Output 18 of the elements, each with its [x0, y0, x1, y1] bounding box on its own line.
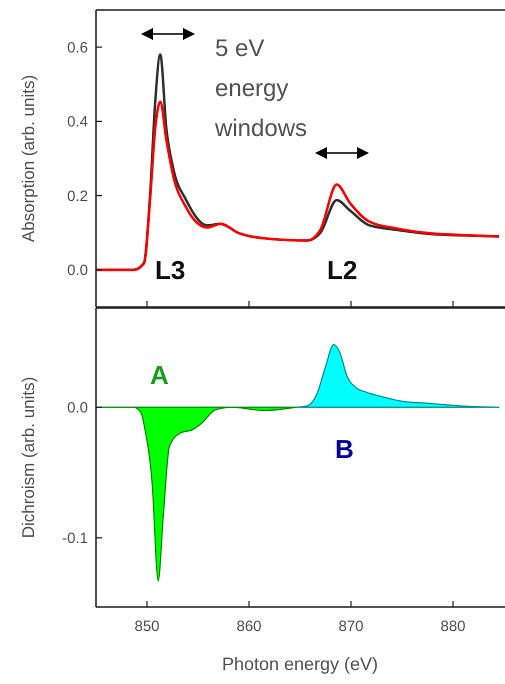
y-axis-title: Absorption (arb. units) — [19, 74, 38, 242]
y-tick-label: 0.0 — [67, 262, 88, 280]
y-tick-label: 0.2 — [67, 188, 88, 205]
annotation: L3 — [155, 255, 186, 285]
annotation: L2 — [327, 255, 358, 285]
x-axis-title: Photon energy (eV) — [222, 654, 378, 674]
annotation: B — [335, 434, 354, 464]
x-tick-label: 850 — [134, 618, 160, 635]
y-axis-title: Dichroism (arb. units) — [19, 376, 38, 538]
y-tick-label: 0.4 — [67, 114, 88, 131]
annotation: 5 eV energy windows — [214, 35, 308, 142]
x-tick-label: 870 — [338, 618, 364, 635]
y-tick-label: 0.0 — [67, 399, 88, 416]
y-tick-label: 0.6 — [67, 39, 88, 56]
x-tick-label: 860 — [236, 618, 262, 635]
x-tick-label: 880 — [440, 618, 466, 635]
annotation: A — [150, 360, 169, 390]
y-tick-label: -0.1 — [62, 530, 88, 548]
